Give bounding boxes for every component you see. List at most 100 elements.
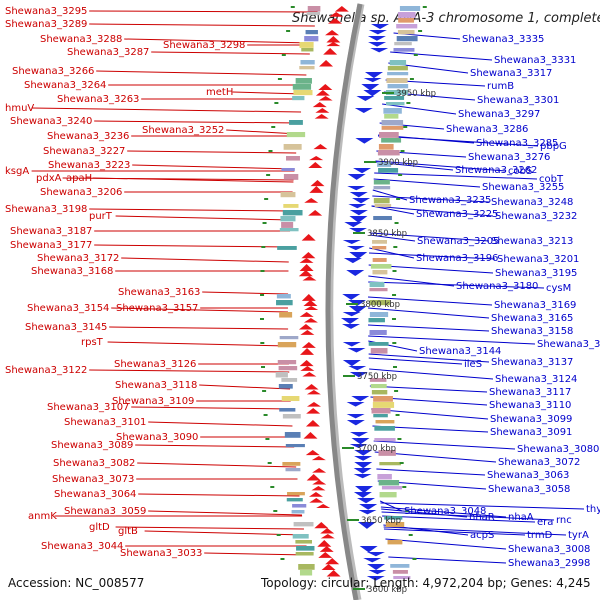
leader-line-right <box>373 440 516 450</box>
cog-block-left <box>293 522 314 527</box>
tick-mark-right <box>392 270 397 272</box>
left-gene-labels: Shewana3_3295 Shewana3_3289 Shewana3_3288 S… <box>5 6 245 559</box>
gene-label-left: Shewana3_3090 <box>116 432 198 443</box>
gene-arrow-right <box>367 564 386 570</box>
gene-arrow-left <box>319 60 334 67</box>
tick-mark-right <box>396 198 401 200</box>
gene-arrow-right <box>349 216 368 223</box>
scale-label: 3900 kbp <box>378 158 418 168</box>
gene-label-right: Shewana3_3099 <box>490 414 572 425</box>
gene-label-right: Shewana3_3285 <box>476 138 558 149</box>
gene-arrow-left <box>303 432 318 439</box>
tick-mark-left <box>260 294 265 296</box>
gene-arrow-left <box>320 528 335 534</box>
cog-block-right <box>398 12 416 18</box>
cog-block-right <box>373 198 390 204</box>
cog-block-left <box>298 564 315 570</box>
gene-arrow-left <box>301 342 316 348</box>
cog-block-right <box>369 300 391 306</box>
cog-block-right <box>369 330 387 335</box>
tick-mark-right <box>392 342 397 344</box>
gene-arrow-right <box>349 192 368 198</box>
gene-arrow-right <box>349 210 368 216</box>
cog-block-right <box>368 342 389 346</box>
gene-arrow-left <box>305 420 320 427</box>
gene-arrow-left <box>300 348 315 355</box>
cog-block-right <box>371 408 391 414</box>
gene-label-right: cysM <box>546 283 571 294</box>
tick-mark-right <box>408 534 413 536</box>
gene-label-right: tyrA <box>568 530 589 541</box>
cog-block-left <box>289 120 303 125</box>
cog-block-right <box>369 282 385 288</box>
tick-mark-left <box>264 198 269 200</box>
gene-arrow-right <box>354 486 373 493</box>
gene-label-right: Shewana3_3058 <box>488 484 570 495</box>
gene-arrow-right <box>342 324 361 329</box>
cog-block-right <box>373 396 393 402</box>
cog-block-left <box>286 132 306 138</box>
gene-arrow-left <box>301 252 316 259</box>
gene-arrow-left <box>326 42 341 47</box>
tick-mark-left <box>273 510 278 512</box>
gene-arrow-right <box>366 552 385 557</box>
gene-label-right: Shewana3_3124 <box>495 374 577 385</box>
cog-block-left <box>295 78 312 84</box>
gene-label-right: cobT <box>539 174 564 185</box>
gene-arrow-right <box>366 576 385 581</box>
cog-block-left <box>276 300 293 306</box>
genome-summary-text: Topology: circular; Length: 4,972,204 bp… <box>260 576 591 590</box>
gene-label-right: Shewana3_2998 <box>508 558 590 569</box>
gene-arrow-left <box>299 360 314 367</box>
cog-block-left <box>276 294 291 299</box>
cog-block-right <box>378 450 396 456</box>
gene-label-right: rnc <box>556 515 572 526</box>
tick-mark-left <box>270 486 275 488</box>
gene-label-right: Shewana3_3317 <box>470 68 552 79</box>
gene-arrow-right <box>353 492 372 498</box>
leader-line-right <box>378 135 539 147</box>
gene-arrow-left <box>309 156 324 161</box>
cog-block-left <box>295 552 314 556</box>
leader-line-right <box>380 502 585 510</box>
cog-block-left <box>280 216 296 222</box>
cog-block-left <box>296 546 315 551</box>
gene-label-right: Shewana3_3165 <box>491 313 573 324</box>
tick-mark-left <box>280 558 285 560</box>
cog-block-right <box>370 384 387 389</box>
gene-label-left: rpsT <box>81 337 104 348</box>
scale-label: 3950 kbp <box>396 89 436 99</box>
gene-arrow-right <box>363 90 382 97</box>
cog-block-left <box>287 492 305 496</box>
gene-label-left: Shewana3_3033 <box>120 548 202 559</box>
tick-mark-right <box>400 150 405 152</box>
cog-block-left <box>277 246 297 250</box>
scale-label: 3800 kbp <box>360 300 400 310</box>
backbone-line <box>325 3 363 600</box>
gene-label-left: gltD <box>89 522 110 533</box>
leader-line-left <box>115 526 304 530</box>
leader-line-left <box>111 307 288 313</box>
tick-mark-left <box>276 534 281 536</box>
leader-line-right <box>369 385 488 393</box>
cog-block-right <box>387 540 403 545</box>
gene-arrow-right <box>359 546 378 553</box>
leader-line-left <box>131 406 292 410</box>
gene-arrow-left <box>317 540 332 547</box>
cog-block-right <box>387 66 408 71</box>
cog-block-left <box>283 204 299 208</box>
cog-block-right <box>384 516 403 520</box>
tick-mark-left <box>268 150 273 152</box>
gene-arrow-right <box>342 342 361 347</box>
gene-arrow-right <box>357 498 376 504</box>
gene-label-left: Shewana3_3101 <box>64 417 146 428</box>
cog-block-left <box>306 12 321 16</box>
gene-arrow-right <box>361 84 380 91</box>
gene-label-left: Shewana3_3264 <box>24 80 106 91</box>
gene-arrow-right <box>356 96 375 101</box>
gene-label-left: Shewana3_3073 <box>52 474 134 485</box>
tick-mark-right <box>405 510 410 512</box>
cog-block-left <box>282 210 303 216</box>
gene-arrow-left <box>298 270 313 277</box>
leader-line-right <box>372 195 490 203</box>
